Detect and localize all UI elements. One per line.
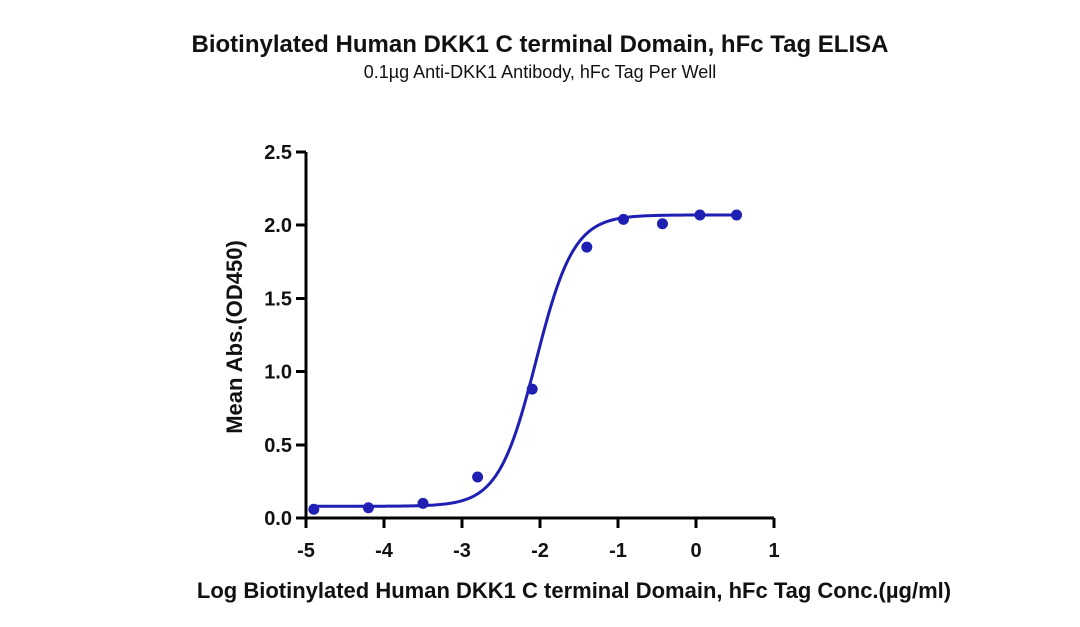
data-point (694, 209, 706, 221)
x-tick-label: 0 (690, 540, 701, 562)
chart-subtitle: 0.1µg Anti-DKK1 Antibody, hFc Tag Per We… (364, 62, 717, 82)
chart-title: Biotinylated Human DKK1 C terminal Domai… (192, 31, 889, 58)
y-tick-label: 1.0 (264, 362, 292, 384)
x-axis-label: Log Biotinylated Human DKK1 C terminal D… (197, 578, 951, 603)
x-tick-label: 1 (768, 540, 779, 562)
x-tick-label: -1 (609, 540, 627, 562)
x-tick-label: -2 (531, 540, 549, 562)
y-tick-label: 0.5 (264, 435, 292, 457)
y-axis-label: Mean Abs.(OD450) (222, 240, 247, 434)
data-point (617, 213, 629, 225)
data-point (731, 209, 743, 221)
data-point (526, 383, 538, 395)
y-tick-label: 2.5 (264, 142, 292, 164)
data-point (472, 471, 484, 483)
data-point (656, 218, 668, 230)
x-tick-label: -5 (297, 540, 315, 562)
x-tick-label: -3 (453, 540, 471, 562)
data-point (362, 502, 374, 514)
y-tick-label: 1.5 (264, 288, 292, 310)
y-tick-label: 0.0 (264, 508, 292, 530)
y-tick-label: 2.0 (264, 215, 292, 237)
data-point (581, 241, 593, 253)
data-point (308, 503, 320, 515)
data-point (417, 497, 429, 509)
fit-curve (312, 213, 739, 508)
plot-area: 0.0 0.5 1.0 1.5 2.0 2.5 -5 -4 -3 -2 -1 0 1 (264, 142, 779, 562)
x-tick-label: -4 (375, 540, 394, 562)
